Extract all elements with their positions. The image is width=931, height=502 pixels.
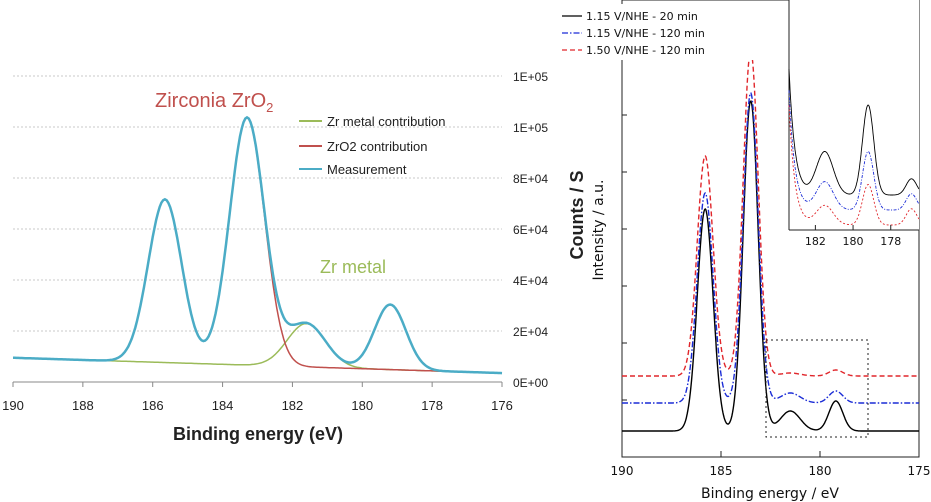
right-series-1-15-v-nhe-20-min [622, 100, 919, 432]
inset-series [788, 68, 920, 226]
left-series [13, 115, 503, 375]
left-gridlines [13, 75, 502, 332]
right-legend-bg [560, 4, 760, 60]
right-x-axis-label: Binding energy / eV [701, 486, 839, 502]
legend-label-1-15-120: 1.15 V/NHE - 120 min [586, 27, 705, 40]
inset-x-tick-label: 178 [880, 235, 901, 248]
zoom-region-box [765, 339, 869, 438]
right-series [622, 50, 919, 432]
left-chart-title-subscript: 2 [266, 100, 273, 115]
left-y-tick-label: 2E+04 [513, 325, 548, 339]
left-y-tick-label: 1E+05 [513, 70, 548, 84]
legend-label-measurement: Measurement [327, 162, 407, 177]
left-series-measurement [13, 115, 503, 375]
left-x-tick-label: 178 [421, 398, 443, 413]
left-x-axis [12, 381, 503, 387]
left-y-tick-label: 6E+04 [513, 223, 548, 237]
right-series-1-50-v-nhe-120-min [622, 50, 919, 377]
right-x-tick-label: 180 [809, 464, 832, 478]
left-x-tick-label: 182 [282, 398, 304, 413]
left-x-tick-label: 176 [491, 398, 513, 413]
right-x-tick-label: 190 [611, 464, 634, 478]
left-x-tick-label: 188 [72, 398, 94, 413]
inset-frame [789, 0, 919, 230]
inset-x-tick-label: 180 [843, 235, 864, 248]
inset-series-1-15-v-nhe-20-min [788, 68, 920, 196]
left-y-tick-label: 0E+00 [513, 376, 548, 390]
right-x-tick-label: 185 [710, 464, 733, 478]
right-y-axis-label: Intensity / a.u. [591, 180, 607, 281]
left-y-tick-label: 1E+05 [513, 121, 548, 135]
legend-label-1-15-20: 1.15 V/NHE - 20 min [586, 10, 698, 23]
inset-x-ticks: 182 180 178 [805, 225, 901, 248]
legend-label-1-50-120: 1.50 V/NHE - 120 min [586, 44, 705, 57]
inset: 182 180 178 [788, 0, 920, 248]
left-x-tick-labels: 190 188 186 184 182 180 178 176 [2, 398, 513, 413]
left-x-tick-label: 184 [212, 398, 234, 413]
left-chart-title: Zirconia ZrO2 [155, 90, 273, 115]
right-series-1-15-v-nhe-120-min [622, 92, 919, 404]
left-x-tick-label: 190 [2, 398, 24, 413]
left-x-tick-label: 180 [351, 398, 373, 413]
left-x-tick-label: 186 [142, 398, 164, 413]
right-y-ticks [622, 57, 627, 401]
inset-x-tick-label: 182 [805, 235, 826, 248]
zr-metal-annotation: Zr metal [320, 257, 386, 277]
legend-label-zr-metal: Zr metal contribution [327, 114, 446, 129]
legend-label-zro2: ZrO2 contribution [327, 139, 427, 154]
right-x-ticks: 190 185 180 175 [611, 451, 931, 478]
right-chart: 190 185 180 175 182 180 178 1.15 V/NHE - 20 m… [560, 0, 930, 502]
right-x-tick-label: 175 [908, 464, 931, 478]
left-y-tick-labels: 0E+00 2E+04 4E+04 6E+04 8E+04 1E+05 1E+05 [513, 70, 548, 390]
left-y-axis-label: Counts / S [567, 171, 587, 260]
left-y-tick-label: 8E+04 [513, 172, 548, 186]
left-chart-title-main: Zirconia ZrO [155, 90, 266, 112]
right-legend: 1.15 V/NHE - 20 min 1.15 V/NHE - 120 min… [560, 4, 760, 60]
left-x-axis-label: Binding energy (eV) [173, 424, 343, 444]
left-legend: Zr metal contribution ZrO2 contribution … [299, 114, 446, 177]
left-y-tick-label: 4E+04 [513, 274, 548, 288]
